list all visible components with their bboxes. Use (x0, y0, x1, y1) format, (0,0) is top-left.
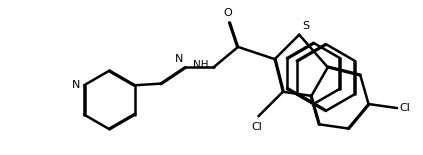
Text: N: N (71, 80, 80, 90)
Text: S: S (302, 21, 310, 31)
Text: NH: NH (193, 60, 209, 70)
Text: Cl: Cl (399, 103, 410, 113)
Text: Cl: Cl (251, 122, 262, 132)
Text: N: N (175, 54, 183, 64)
Text: O: O (223, 8, 232, 18)
